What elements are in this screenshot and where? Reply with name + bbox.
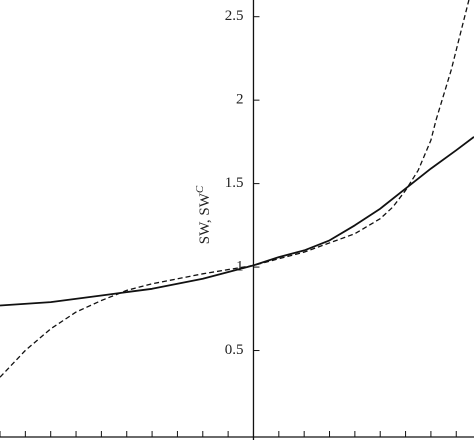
y-axis-label: SW, SWC — [194, 185, 214, 244]
y-tick-label: 2.5 — [225, 8, 244, 24]
y-label-text: SW, SW — [197, 192, 213, 244]
line-series — [0, 136, 474, 307]
line-series — [0, 0, 470, 378]
y-tick-label: 1.5 — [225, 175, 244, 191]
y-tick-label: 1 — [236, 259, 244, 275]
y-tick-label: 0.5 — [225, 342, 244, 358]
y-tick-label: 2 — [236, 92, 244, 108]
y-label-sup: C — [194, 185, 206, 193]
